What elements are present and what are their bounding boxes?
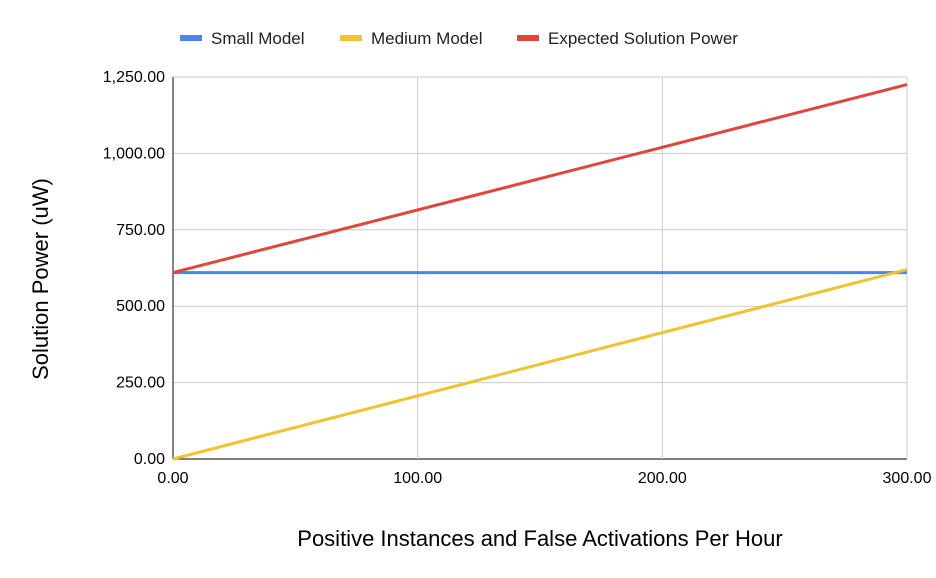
legend-swatch-small-model — [180, 35, 202, 41]
legend-swatch-expected-solution-power — [517, 35, 539, 41]
legend: Small Model Medium Model Expected Solution… — [180, 29, 738, 48]
series-lines — [172, 83, 908, 461]
y-axis-title: Solution Power (uW) — [28, 178, 53, 380]
legend-label-medium-model: Medium Model — [371, 29, 483, 48]
axes: 0.00 250.00 500.00 750.00 1,000.00 1,250.00 0.… — [103, 69, 932, 487]
x-tick-label: 100.00 — [393, 470, 442, 487]
x-tick-label: 300.00 — [883, 470, 932, 487]
y-tick-label: 500.00 — [116, 298, 165, 315]
legend-label-expected-solution-power: Expected Solution Power — [548, 29, 738, 48]
gridlines — [172, 76, 908, 460]
series-line-medium-model — [172, 268, 908, 461]
y-tick-label: 250.00 — [116, 375, 165, 392]
x-tick-label: 0.00 — [157, 470, 188, 487]
y-tick-label: 1,250.00 — [103, 69, 165, 86]
series-line-expected-solution-power — [172, 83, 908, 275]
legend-label-small-model: Small Model — [211, 29, 305, 48]
x-axis-title: Positive Instances and False Activations… — [297, 526, 782, 551]
y-tick-label: 1,000.00 — [103, 145, 165, 162]
x-tick-label: 200.00 — [638, 470, 687, 487]
y-tick-label: 0.00 — [134, 451, 165, 468]
legend-swatch-medium-model — [340, 35, 362, 41]
y-tick-label: 750.00 — [116, 222, 165, 239]
